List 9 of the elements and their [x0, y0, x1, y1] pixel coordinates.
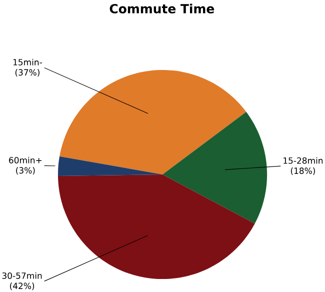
data-label: (3%) [16, 167, 35, 175]
data-label: (42%) [10, 282, 34, 290]
slice-label: 15min- [13, 58, 42, 66]
slice-label: 60min+ [9, 156, 42, 164]
chart-title: Commute Time [110, 4, 214, 14]
slice-label: 15-28min [284, 157, 323, 164]
slice-label: 30-57min [2, 272, 42, 279]
data-label: (18%) [290, 168, 315, 176]
data-label: (37%) [15, 69, 40, 77]
